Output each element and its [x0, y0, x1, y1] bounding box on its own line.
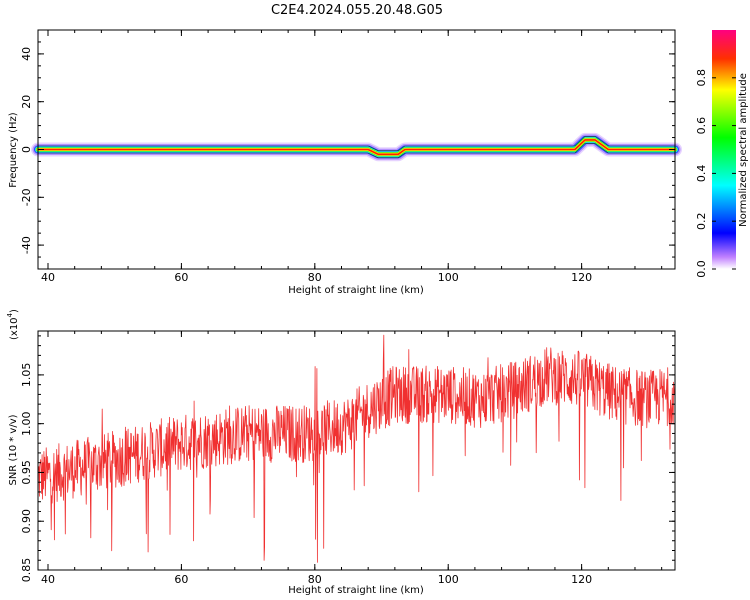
- spectrogram-xtick-label: 40: [41, 271, 55, 284]
- spectrogram-ylabel: Frequency (Hz): [8, 112, 19, 188]
- snr-xtick-label: 100: [438, 573, 459, 586]
- spectrogram-panel: 40 60 80 100 120 40 20 0 -20 -40 Height of straig…: [8, 29, 682, 296]
- colorbar-gradient: [712, 30, 736, 269]
- snr-ytick-label: 0.95: [20, 460, 33, 485]
- spectrogram-ytick-label: 0: [20, 146, 33, 153]
- snr-ytick-label: 0.85: [20, 558, 33, 583]
- spectrogram-xtick-label: 80: [308, 271, 322, 284]
- spectrogram-ytick-label: 40: [20, 47, 33, 61]
- colorbar-tick-label: 0.2: [695, 212, 708, 230]
- spectrogram-xtick-label: 100: [438, 271, 459, 284]
- snr-xtick-label: 40: [41, 573, 55, 586]
- spectrogram-ytick-label: 20: [20, 95, 33, 109]
- colorbar-tick-label: 0.4: [695, 165, 708, 183]
- snr-ytick-label: 1.00: [20, 411, 33, 436]
- snr-ylabel: SNR (10 * v/v): [8, 414, 19, 485]
- snr-frame: [37, 330, 676, 571]
- spectrogram-ytick-label: -20: [20, 188, 33, 206]
- snr-xtick-label: 120: [571, 573, 592, 586]
- spectrogram-ytick-label: -40: [20, 236, 33, 254]
- spectral-ridge-band-6: [37, 139, 676, 156]
- snr-multiplier: (x104): [6, 309, 20, 340]
- svg-text:(x104): (x104): [6, 309, 20, 340]
- colorbar-label: Normalized spectral amplitude: [738, 73, 749, 227]
- snr-line: [37, 334, 676, 563]
- snr-ytick-label: 1.05: [20, 363, 33, 388]
- spectral-ridge-edge-upper: [38, 136, 675, 152]
- colorbar: 0.0 0.2 0.4 0.6 0.8 Normalized spectral ampl…: [695, 30, 749, 278]
- spectral-ridge-edge-lower: [38, 143, 675, 159]
- snr-xtick-label: 80: [308, 573, 322, 586]
- snr-xlabel: Height of straight line (km): [288, 585, 424, 596]
- colorbar-tick-label: 0.6: [695, 117, 708, 135]
- spectrogram-xtick-label: 120: [571, 271, 592, 284]
- spectrogram-xtick-label: 60: [174, 271, 188, 284]
- spectrogram-xlabel: Height of straight line (km): [288, 285, 424, 296]
- snr-ytick-label: 0.90: [20, 509, 33, 534]
- figure-title: C2E4.2024.055.20.48.G05: [271, 3, 443, 18]
- snr-xtick-label: 60: [174, 573, 188, 586]
- colorbar-tick-label: 0.0: [695, 260, 708, 278]
- snr-panel: 40 60 80 100 120 0.85 0.90 0.95 1.00 1.05 Height …: [6, 309, 676, 596]
- snr-multiplier-close: ): [9, 309, 20, 313]
- colorbar-tick-label: 0.8: [695, 69, 708, 87]
- snr-multiplier-base: (x10: [9, 317, 20, 340]
- snr-multiplier-exp: 4: [6, 312, 14, 317]
